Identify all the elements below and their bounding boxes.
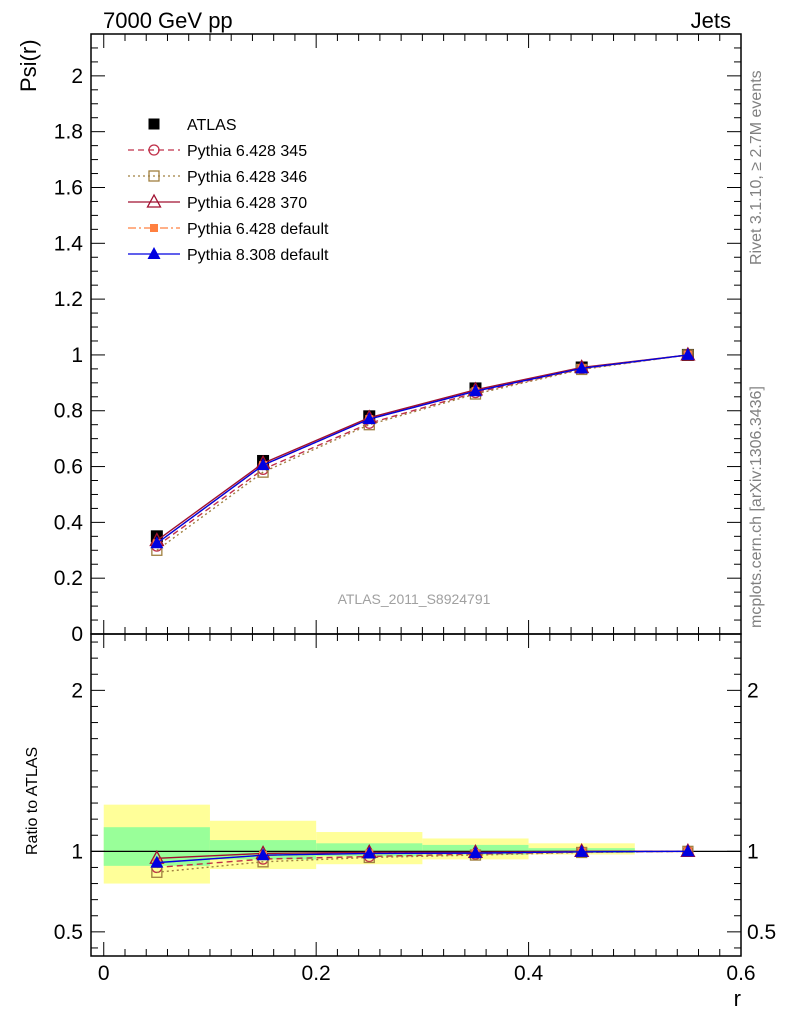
main-y-tick-label: 1.8 xyxy=(54,121,83,144)
legend-entry: Pythia 6.428 370 xyxy=(187,195,307,212)
legend-entry: Pythia 8.308 default xyxy=(187,247,329,264)
marker-triangle-filled xyxy=(150,536,164,549)
marker-triangle-filled xyxy=(256,848,270,861)
marker-triangle-filled xyxy=(147,247,161,259)
ratio-y-tick-label-right: 2 xyxy=(747,679,759,702)
main-y-axis-label: Psi(r) xyxy=(16,39,41,92)
x-tick-label: 0.6 xyxy=(726,962,755,985)
main-y-tick-label: 1.2 xyxy=(54,288,83,311)
marker-triangle-filled xyxy=(681,347,695,360)
ratio-y-tick-label-right: 1 xyxy=(747,840,759,863)
x-tick-label: 0 xyxy=(98,962,110,985)
main-y-tick-label: 1.4 xyxy=(54,232,84,255)
main-panel xyxy=(149,346,696,556)
main-y-tick-label: 0.4 xyxy=(54,511,84,534)
ratio-y-axis-label: Ratio to ATLAS xyxy=(24,747,41,855)
main-y-tick-label: 0.6 xyxy=(54,456,83,479)
header-right-title: Jets xyxy=(691,8,731,33)
marker-triangle-filled xyxy=(468,384,482,397)
ratio-y-tick-label-left: 1 xyxy=(71,840,83,863)
rivet-version-label: Rivet 3.1.10, ≥ 2.7M events xyxy=(748,70,765,265)
marker-triangle-filled xyxy=(681,844,695,857)
series-line xyxy=(156,354,688,544)
legend: ATLAS Pythia 6.428 345 Pythia 6.428 346 Pyt… xyxy=(128,117,329,264)
marker-triangle-filled xyxy=(256,458,270,471)
ratio-panel xyxy=(149,842,696,878)
ratio-y-tick-label-left: 2 xyxy=(71,679,83,702)
marker-triangle-filled xyxy=(362,412,376,425)
legend-entry: Pythia 6.428 346 xyxy=(187,169,307,186)
header-left-title: 7000 GeV pp xyxy=(103,8,233,33)
series-line xyxy=(156,354,688,544)
main-y-tick-label: 1 xyxy=(71,344,83,367)
marker-square-small xyxy=(150,224,158,232)
x-tick-label: 0.4 xyxy=(514,962,544,985)
marker-triangle-filled xyxy=(362,846,376,859)
series-line xyxy=(156,850,688,873)
mcplots-label: mcplots.cern.ch [arXiv:1306.3436] xyxy=(748,386,765,628)
main-y-tick-label: 0 xyxy=(71,623,83,646)
analysis-watermark: ATLAS_2011_S8924791 xyxy=(338,591,491,607)
marker-triangle-filled xyxy=(468,846,482,859)
marker-square-open xyxy=(148,170,160,182)
legend-entry: ATLAS xyxy=(187,117,237,134)
ratio-uncertainty-bands xyxy=(91,804,741,884)
x-tick-label: 0.2 xyxy=(302,962,331,985)
legend-entry: Pythia 6.428 345 xyxy=(187,143,307,160)
ratio-y-tick-label-right: 0.5 xyxy=(747,921,776,944)
main-y-tick-label: 2 xyxy=(71,65,83,88)
legend-entry: Pythia 6.428 default xyxy=(187,221,329,238)
main-y-tick-label: 0.8 xyxy=(54,400,83,423)
marker-triangle-filled xyxy=(575,844,589,857)
ratio-y-tick-label-left: 0.5 xyxy=(54,921,83,944)
series-line xyxy=(156,354,688,542)
series-line xyxy=(156,354,688,551)
x-axis-label: r xyxy=(734,986,741,1011)
series-line xyxy=(156,354,688,547)
series-line xyxy=(156,850,688,864)
marker-circle-open xyxy=(148,144,160,156)
marker-triangle-filled xyxy=(150,855,164,868)
main-y-tick-label: 0.2 xyxy=(54,567,83,590)
main-y-tick-label: 1.6 xyxy=(54,176,83,199)
marker-triangle-open xyxy=(146,193,162,208)
marker-triangle-filled xyxy=(575,361,589,374)
marker-square xyxy=(148,118,160,130)
ratio-frame xyxy=(90,633,742,957)
axes: 0 0.2 0.4 0.6 0 0.2 0.4 0.6 0.8 1 1.2 1.4 1.6 1.8 2 0.5… xyxy=(54,33,776,985)
